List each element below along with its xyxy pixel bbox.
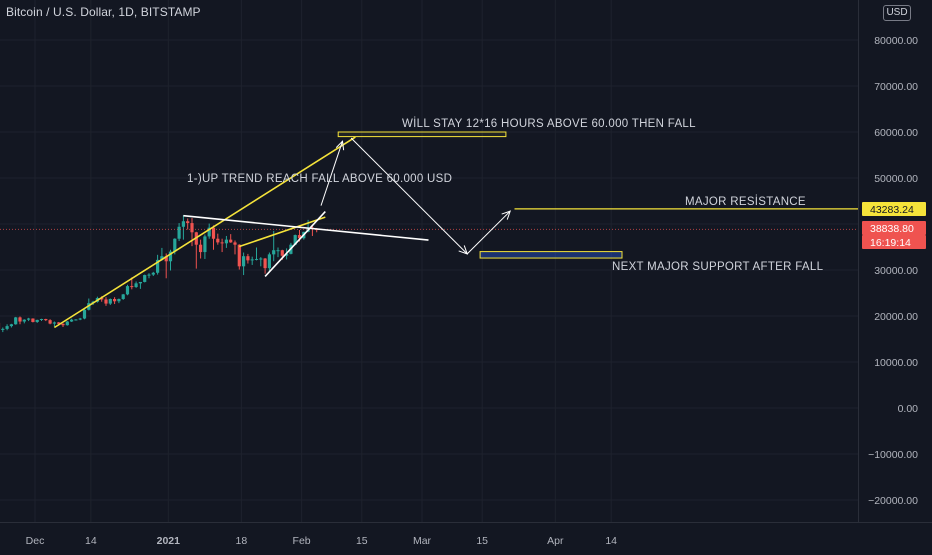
candle-body xyxy=(178,227,181,239)
time-axis[interactable] xyxy=(0,522,932,551)
candle-body xyxy=(113,299,116,301)
candle-body xyxy=(18,317,21,321)
candle-body xyxy=(203,236,206,252)
candle-body xyxy=(186,221,189,223)
candle-body xyxy=(199,245,202,252)
candle-body xyxy=(229,240,232,243)
candle-body xyxy=(143,275,146,282)
candle-body xyxy=(23,320,26,322)
candle-body xyxy=(79,319,82,320)
price-axis[interactable] xyxy=(858,0,932,522)
candle-body xyxy=(44,319,47,320)
candle-body xyxy=(238,245,241,267)
candle-body xyxy=(117,299,120,301)
annotation-uptrend: 1-)UP TREND REACH FALL ABOVE 60.000 USD xyxy=(187,173,452,185)
candle-body xyxy=(233,242,236,244)
candle-body xyxy=(126,286,129,294)
annotation-next-support: NEXT MAJOR SUPPORT AFTER FALL xyxy=(612,261,824,273)
candles xyxy=(0,215,318,332)
candle-body xyxy=(10,324,13,326)
candle-body xyxy=(182,221,185,227)
candle-body xyxy=(221,242,224,243)
candle-body xyxy=(281,250,284,256)
candle-body xyxy=(27,319,30,320)
trendline-descending-resistance xyxy=(183,216,428,240)
candle-body xyxy=(130,286,133,287)
candle-body xyxy=(268,254,271,268)
annotation-major-resistance: MAJOR RESİSTANCE xyxy=(685,195,806,208)
trendline-uptrend xyxy=(54,137,355,327)
candle-body xyxy=(36,320,39,322)
symbol-title: Bitcoin / U.S. Dollar, 1D, BITSTAMP xyxy=(6,5,201,19)
candle-body xyxy=(259,259,262,260)
zone-60k-target xyxy=(338,132,506,137)
candle-body xyxy=(152,273,155,275)
candle-body xyxy=(264,259,267,269)
candle-body xyxy=(74,319,77,320)
candle-body xyxy=(246,256,249,260)
candle-body xyxy=(40,319,43,320)
zone-major-support xyxy=(480,252,622,258)
candle-body xyxy=(135,283,138,287)
arrow-shaft xyxy=(351,138,467,254)
candle-body xyxy=(147,275,150,276)
candle-body xyxy=(70,320,73,322)
annotation-stay-above: WİLL STAY 12*16 HOURS ABOVE 60.000 THEN … xyxy=(402,117,696,130)
candle-body xyxy=(66,322,69,326)
candle-body xyxy=(276,250,279,251)
candle-body xyxy=(190,223,193,232)
candle-body xyxy=(122,294,125,299)
candle-body xyxy=(109,299,112,304)
candle-body xyxy=(49,320,52,323)
candle-body xyxy=(83,310,86,319)
arrow-rebound xyxy=(467,211,510,254)
arrow-fall-to-support xyxy=(351,138,467,254)
candle-body xyxy=(104,299,107,303)
candle-body xyxy=(251,259,254,260)
candle-body xyxy=(31,319,34,322)
candle-body xyxy=(53,322,56,323)
candle-body xyxy=(1,329,4,330)
candle-body xyxy=(272,250,275,254)
candle-body xyxy=(225,240,228,244)
candle-body xyxy=(255,259,258,260)
currency-button[interactable]: USD xyxy=(883,5,911,21)
candle-body xyxy=(14,317,17,324)
candle-body xyxy=(6,326,9,329)
arrow-shaft xyxy=(467,211,510,254)
candle-body xyxy=(139,282,142,283)
candle-body xyxy=(216,239,219,243)
candle-body xyxy=(242,256,245,266)
candle-body xyxy=(61,324,64,325)
candle-body xyxy=(173,239,176,252)
